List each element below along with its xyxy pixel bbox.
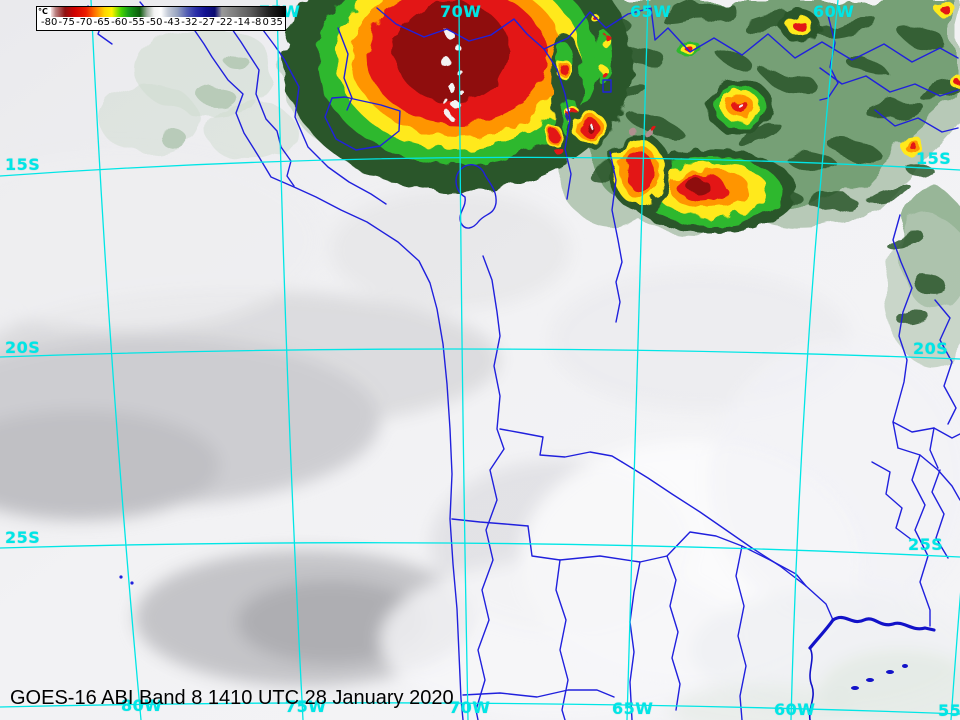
paraguay-border <box>621 461 834 621</box>
island-dot <box>119 575 123 579</box>
overshooting-tops <box>441 31 467 118</box>
colorbar-tick-labels: -80 -75 -70 -65 -60 -55 -50 -43 -32 -27 … <box>37 17 285 29</box>
colorbar-tick: -75 <box>58 17 75 28</box>
colorbar-tick: -43 <box>163 17 181 28</box>
image-caption: GOES-16 ABI Band 8 1410 UTC 28 January 2… <box>10 687 454 709</box>
lat-label-left-25s: 25S <box>5 528 41 547</box>
colorbar-tick: -80 <box>41 17 58 28</box>
longitude-line-70w <box>458 0 469 720</box>
lon-label-top-60w: 60W <box>813 2 855 21</box>
lon-label-top-70w: 70W <box>440 2 482 21</box>
lake-titicaca <box>455 164 497 229</box>
pacific-coastline <box>192 27 464 720</box>
gray-moisture-patches <box>0 150 960 720</box>
lon-label-bottom-80w: 80W <box>121 696 163 715</box>
lat-label-left-15s: 15S <box>5 155 41 174</box>
colorbar-tick: -8 <box>251 17 262 28</box>
lon-label-bottom-60w: 60W <box>774 700 816 719</box>
colorbar-tick: -50 <box>146 17 163 28</box>
colorbar-tick: -14 <box>233 17 251 28</box>
colorbar-tick: -27 <box>198 17 216 28</box>
latitude-line-15s <box>0 156 960 177</box>
longitude-line-80w <box>90 0 142 720</box>
colorbar-tick: 0 <box>262 17 269 28</box>
colorbar-tick: -55 <box>128 17 145 28</box>
bolivia-brazil-border <box>892 214 913 449</box>
colorbar-tick: -65 <box>93 17 110 28</box>
lon-label-bottom-70w: 70W <box>449 698 491 717</box>
longitude-line-75w <box>276 0 304 720</box>
lon-label-bottom-55w: 55W <box>938 701 960 720</box>
colorbar-tick: 35 <box>270 17 283 28</box>
colorbar-unit-label: °C <box>38 7 48 16</box>
lon-label-bottom-75w: 75W <box>285 697 327 716</box>
rivers <box>808 615 936 720</box>
latitude-line-20s <box>0 348 960 360</box>
andes-border <box>475 255 505 720</box>
island-dot <box>130 581 134 585</box>
lat-label-right-15s: 15S <box>916 149 952 168</box>
colorbar-tick: -60 <box>111 17 128 28</box>
colorbar-tick: -22 <box>216 17 233 28</box>
lat-label-left-20s: 20S <box>5 338 41 357</box>
latitude-line-25s <box>0 542 960 558</box>
lat-label-right-20s: 20S <box>913 339 949 358</box>
temperature-colorbar: °C -80 -75 -70 -65 -60 -55 -50 -43 -32 -… <box>36 6 286 31</box>
colorbar-gradient-strip <box>51 7 285 17</box>
colorbar-tick: -32 <box>181 17 198 28</box>
longitude-line-60w <box>790 0 839 720</box>
lon-label-bottom-65w: 65W <box>612 699 654 718</box>
lat-label-right-25s: 25S <box>908 535 944 554</box>
longitude-line-55w <box>950 592 960 720</box>
lon-label-top-65w: 65W <box>630 2 672 21</box>
colorbar-tick: -70 <box>76 17 93 28</box>
